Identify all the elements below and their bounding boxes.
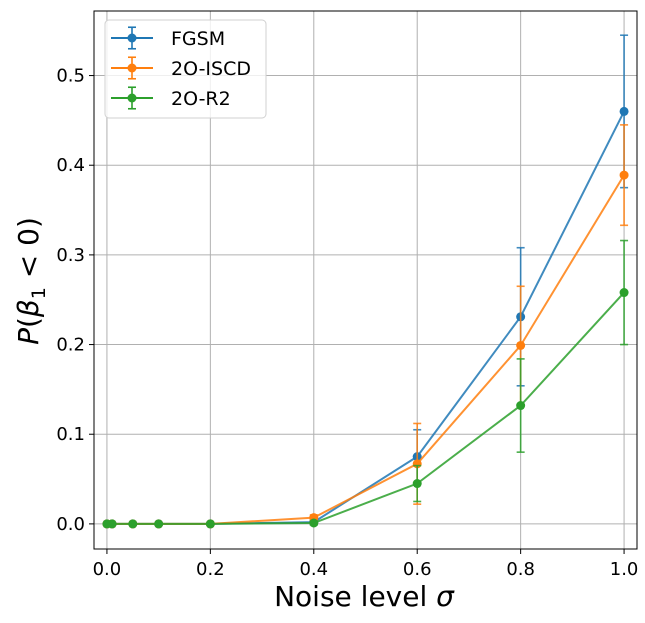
legend-item-fgsm: FGSM <box>111 26 225 50</box>
x-tick-label: 0.0 <box>93 559 122 580</box>
data-point <box>309 518 319 528</box>
series-2o-r2 <box>102 239 629 529</box>
x-tick-label: 1.0 <box>610 559 639 580</box>
legend-label: 2O-ISCD <box>171 58 251 80</box>
x-tick-label: 0.8 <box>506 559 535 580</box>
legend-marker <box>127 63 137 73</box>
series-2o-iscd <box>102 124 629 529</box>
series-line-2o-iscd <box>106 174 625 525</box>
data-point <box>619 288 629 298</box>
y-tick-label: 0.5 <box>56 66 85 87</box>
x-tick-label: 0.6 <box>403 559 432 580</box>
data-point <box>128 519 138 529</box>
plot-frame <box>93 10 638 550</box>
data-point <box>619 106 629 116</box>
data-point <box>154 519 164 529</box>
data-point <box>412 479 422 489</box>
legend-marker <box>127 93 137 103</box>
x-axis-label: Noise level σ <box>274 580 455 613</box>
y-tick-label: 0.1 <box>56 424 85 445</box>
data-point <box>205 519 215 529</box>
legend-item-2o-iscd: 2O-ISCD <box>111 56 251 80</box>
x-tick-label: 0.4 <box>299 559 328 580</box>
legend-label: 2O-R2 <box>171 88 231 110</box>
series-line-fgsm <box>106 110 625 525</box>
legend-marker <box>127 33 137 43</box>
ticks: 0.0 0.2 0.4 0.6 0.8 1.0 0.0 0.1 0.2 0.3 0.4 0.5 <box>56 66 638 580</box>
series-layer <box>102 34 629 529</box>
y-axis-label: P(β1 < 0) <box>12 217 50 345</box>
y-tick-label: 0.2 <box>56 335 85 356</box>
legend: FGSM 2O-ISCD 2O-R2 <box>104 19 267 119</box>
legend-item-2o-r2: 2O-R2 <box>111 86 231 110</box>
data-point <box>107 519 117 529</box>
y-tick-label: 0.0 <box>56 514 85 535</box>
y-tick-label: 0.4 <box>56 155 85 176</box>
data-point <box>516 340 526 350</box>
data-point <box>516 401 526 411</box>
y-tick-label: 0.3 <box>56 245 85 266</box>
legend-label: FGSM <box>171 28 225 50</box>
data-point <box>619 170 629 180</box>
x-tick-label: 0.2 <box>196 559 225 580</box>
legend-frame <box>104 19 267 119</box>
